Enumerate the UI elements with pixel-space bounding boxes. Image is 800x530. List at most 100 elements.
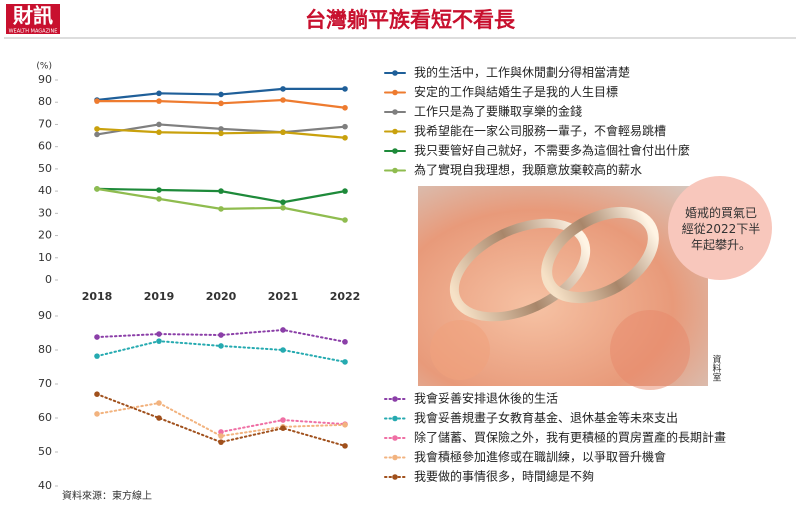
logo-box bbox=[6, 4, 60, 34]
legend-dot bbox=[392, 167, 398, 174]
y-tick-label: 40 bbox=[38, 184, 52, 197]
y-tick-label: 50 bbox=[38, 445, 52, 458]
y-axis-label: (%) bbox=[36, 62, 52, 72]
point bbox=[342, 86, 348, 92]
point bbox=[342, 443, 348, 449]
legend-label: 我會妥善規畫子女教育基金、退休基金等未來支出 bbox=[414, 410, 678, 425]
x-tick-label: 2022 bbox=[330, 290, 361, 303]
series-line bbox=[96, 401, 346, 438]
legend-dot bbox=[392, 396, 398, 402]
photo bbox=[418, 186, 708, 390]
point bbox=[218, 206, 224, 212]
x-tick-label: 2021 bbox=[268, 290, 299, 303]
point bbox=[156, 121, 162, 128]
legend-label: 我只要管好自己就好，不需要多為這個社會付出什麼 bbox=[414, 143, 690, 158]
point bbox=[94, 98, 100, 104]
point bbox=[156, 129, 162, 136]
y-tick-label: 60 bbox=[38, 140, 52, 153]
legend-label: 我的生活中，工作與休閒劃分得相當清楚 bbox=[414, 65, 630, 80]
callout-box: 婚戒的買氣已經從2022下半年起攀升。 bbox=[681, 206, 761, 252]
y-tick-label: 90 bbox=[38, 309, 52, 322]
legend-label: 我會妥善安排退休後的生活 bbox=[414, 391, 558, 406]
point bbox=[218, 188, 224, 194]
point bbox=[218, 100, 224, 107]
x-tick-label: 2018 bbox=[82, 290, 113, 303]
point bbox=[218, 429, 224, 435]
title: 台灣躺平族看短不看長 bbox=[305, 8, 516, 32]
point bbox=[342, 104, 348, 111]
legend-dot bbox=[392, 70, 398, 76]
y-tick-label: 80 bbox=[38, 95, 52, 108]
point bbox=[156, 187, 162, 193]
legend-dot bbox=[392, 148, 398, 154]
y-tick-label: 50 bbox=[38, 162, 52, 175]
legend-label: 為了實現自我理想，我願意放棄較高的薪水 bbox=[414, 162, 642, 177]
legend-dot bbox=[392, 474, 398, 480]
y-tick-label: 60 bbox=[38, 411, 52, 424]
point bbox=[218, 439, 224, 445]
point bbox=[342, 339, 348, 345]
photo-credit: 資料室 bbox=[711, 353, 722, 381]
legend-label: 我要做的事情很多，時間總是不夠 bbox=[414, 469, 594, 484]
y-tick-label: 80 bbox=[38, 343, 52, 356]
point bbox=[156, 90, 162, 97]
point bbox=[94, 126, 100, 132]
logo: 財訊 bbox=[13, 4, 53, 28]
legend-dot bbox=[392, 128, 398, 135]
point bbox=[280, 129, 286, 136]
point bbox=[156, 196, 162, 202]
x-tick-label: 2020 bbox=[206, 290, 237, 303]
y-tick-label: 70 bbox=[38, 117, 52, 130]
point bbox=[280, 204, 286, 211]
callout-bg bbox=[668, 176, 772, 280]
y-tick-label: 0 bbox=[45, 273, 52, 286]
point bbox=[280, 97, 286, 103]
point bbox=[156, 331, 162, 337]
point bbox=[94, 391, 100, 398]
point bbox=[280, 327, 286, 333]
legend-label: 我會積極參加進修或在職訓練，以爭取晉升機會 bbox=[414, 449, 666, 464]
y-tick-label: 40 bbox=[38, 479, 52, 492]
point bbox=[280, 347, 286, 353]
point bbox=[280, 199, 286, 206]
point bbox=[218, 433, 224, 439]
legend-label: 安定的工作與結婚生子是我的人生目標 bbox=[414, 84, 618, 99]
y-tick-label: 90 bbox=[38, 73, 52, 86]
point bbox=[156, 98, 162, 104]
logo-sub: WEALTH MAGAZINE bbox=[9, 29, 58, 35]
callout: 婚戒的買氣已經從2022下半年起攀升。 bbox=[681, 206, 761, 252]
source: 資料來源：東方線上 bbox=[62, 489, 152, 502]
legend-dot bbox=[392, 454, 398, 461]
point bbox=[156, 338, 162, 344]
point bbox=[218, 332, 224, 338]
legend-dot bbox=[392, 435, 398, 441]
point bbox=[342, 134, 348, 141]
point bbox=[342, 188, 348, 194]
point bbox=[94, 186, 100, 192]
point bbox=[156, 400, 162, 406]
point bbox=[94, 411, 100, 417]
point bbox=[94, 131, 100, 138]
legend-dot bbox=[392, 89, 398, 96]
point bbox=[218, 126, 224, 132]
point bbox=[342, 217, 348, 223]
point bbox=[342, 422, 348, 428]
series-line bbox=[96, 328, 346, 343]
point bbox=[218, 343, 224, 349]
legend-dot bbox=[392, 415, 398, 422]
point bbox=[218, 91, 224, 98]
legend-label: 除了儲蓄、買保險之外，我有更積極的買房置產的長期計畫 bbox=[414, 430, 726, 445]
y-tick-label: 70 bbox=[38, 377, 52, 390]
point bbox=[156, 415, 162, 421]
legend-dot bbox=[392, 109, 398, 115]
legend-label: 工作只是為了要賺取享樂的金錢 bbox=[414, 104, 582, 119]
point bbox=[94, 334, 100, 340]
point bbox=[342, 123, 348, 130]
y-tick-label: 20 bbox=[38, 229, 52, 242]
point bbox=[280, 425, 286, 432]
legend-label: 我希望能在一家公司服務一輩子，不會輕易跳槽 bbox=[414, 123, 666, 138]
point bbox=[218, 130, 224, 137]
point bbox=[94, 353, 100, 359]
point bbox=[280, 86, 286, 92]
